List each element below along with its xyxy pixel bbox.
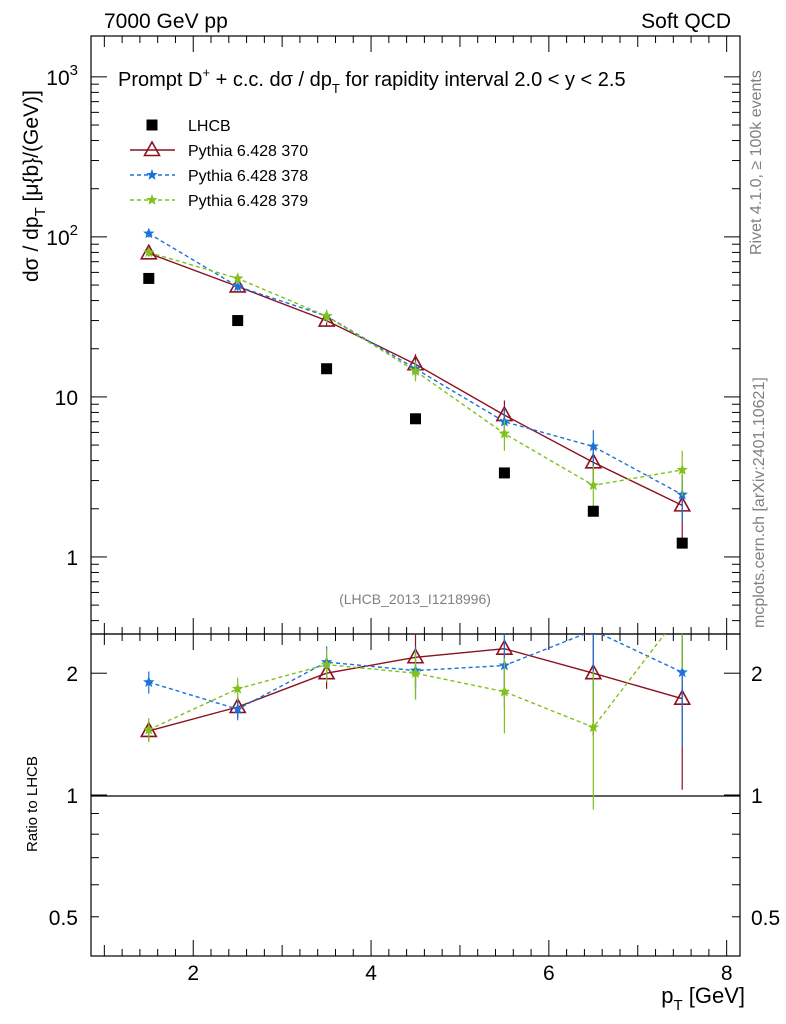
plot-title: Prompt D+ + c.c. dσ / dpT for rapidity i… <box>118 65 626 96</box>
legend-marker <box>146 119 158 131</box>
x-axis-label: pT [GeV] <box>661 983 745 1014</box>
header-category-label: Soft QCD <box>641 10 731 33</box>
main-y-tick-label: 103 <box>46 62 78 90</box>
ratio-point <box>587 721 600 733</box>
series-point <box>231 272 244 284</box>
legend-marker <box>143 140 161 157</box>
series-point <box>587 440 600 452</box>
series-point <box>143 246 155 258</box>
data-point <box>143 272 155 284</box>
ratio-y-tick-label-right: 2 <box>751 663 763 686</box>
x-tick-label: 2 <box>187 962 199 985</box>
data-point <box>232 315 244 327</box>
ratio-point <box>409 667 422 679</box>
ratio-point <box>143 723 155 735</box>
main-series <box>139 227 692 549</box>
legend-label: Pythia 6.428 378 <box>188 168 308 185</box>
ratio-y-tick-label: 1 <box>66 785 78 808</box>
ratio-point <box>676 666 688 678</box>
ratio-point <box>677 605 688 616</box>
legend-label: LHCB <box>188 118 231 135</box>
ratio-y-tick-label: 0.5 <box>49 907 78 930</box>
ratio-point <box>231 703 244 715</box>
main-y-tick-label: 10 <box>55 387 78 410</box>
ratio-point <box>231 682 244 694</box>
ratio-point <box>498 685 511 697</box>
x-tick-label: 4 <box>365 962 377 985</box>
legend: LHCB Pythia 6.428 370 Pythia 6.428 378 Pyth… <box>130 118 308 210</box>
ratio-y-axis-label: Ratio to LHCB <box>24 756 41 852</box>
series-point <box>409 365 422 376</box>
analysis-id: (LHCB_2013_I1218996) <box>339 591 491 607</box>
data-point <box>321 363 333 375</box>
x-ticks: 2 4 6 8 <box>103 36 733 985</box>
series-point <box>320 310 333 321</box>
ratio-ticks: 0.5 0.5 1 1 2 2 <box>49 663 780 957</box>
data-point <box>498 467 510 479</box>
ratio-y-tick-label: 2 <box>66 663 78 686</box>
legend-label: Pythia 6.428 379 <box>188 193 308 210</box>
legend-marker <box>146 169 158 180</box>
header-energy-label: 7000 GeV pp <box>104 10 228 33</box>
ratio-point <box>143 676 155 688</box>
rivet-watermark: Rivet 4.1.0, ≥ 100k events <box>748 70 765 255</box>
data-point <box>410 413 421 425</box>
ratio-y-tick-label-right: 1 <box>751 785 763 808</box>
series-point <box>231 280 244 292</box>
legend-marker <box>146 194 158 205</box>
series-point <box>317 310 336 327</box>
ratio-point <box>320 658 333 670</box>
ratio-series <box>139 605 692 810</box>
series-point <box>143 227 155 239</box>
main-y-tick-label: 102 <box>46 222 78 250</box>
ratio-y-tick-label-right: 0.5 <box>751 907 780 930</box>
series-point <box>498 427 511 439</box>
series-point <box>676 463 688 475</box>
mcplots-watermark: mcplots.cern.ch [arXiv:2401.10621] <box>751 377 768 628</box>
data-point <box>587 505 599 517</box>
data-point <box>676 537 688 549</box>
main-y-tick-label: 1 <box>66 547 78 570</box>
main-y-axis-label: dσ / dpT [μ{b}/(GeV)] <box>20 90 49 282</box>
ratio-point <box>589 634 597 636</box>
main-ticks: 1 10 102 103 <box>46 62 740 622</box>
x-tick-label: 8 <box>721 962 733 985</box>
series-point <box>587 479 600 491</box>
legend-label: Pythia 6.428 370 <box>188 143 308 160</box>
x-tick-label: 6 <box>543 962 555 985</box>
